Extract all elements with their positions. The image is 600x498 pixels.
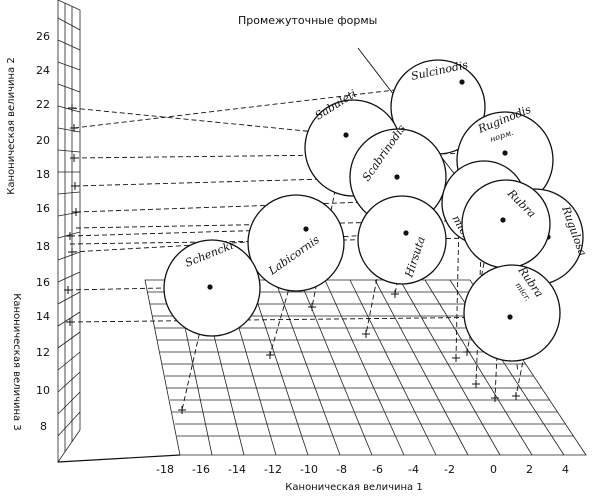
circle-rubra-micr (463, 264, 561, 362)
centroid-rubra-micr (507, 314, 513, 320)
floor-mark (512, 392, 520, 400)
wall-mark (68, 248, 76, 256)
floor-mark (491, 394, 499, 402)
floor-mark (266, 351, 274, 359)
z-axis-label: Каноническая величина 3 (11, 293, 22, 430)
y-tick: 26 (36, 30, 50, 43)
x-axis-ticks: -18 -16 -14 -12 -10 -8 -6 -4 -2 0 2 4 (156, 463, 569, 476)
base-line (57, 454, 181, 463)
y-tick: 16 (36, 202, 50, 215)
wall-mark (66, 318, 74, 326)
wall-mark (72, 208, 80, 216)
z-tick: 16 (36, 276, 50, 289)
x-tick: -10 (300, 463, 318, 476)
centroid-hirsuta (403, 230, 409, 236)
y-tick: 20 (36, 134, 50, 147)
floor-mark (308, 303, 316, 311)
centroid-labicornis (303, 226, 309, 232)
z-tick: 18 (36, 240, 50, 253)
y-axis-label: Каноническая величина 2 (6, 57, 17, 194)
wall-mark (68, 104, 76, 112)
x-tick: 4 (562, 463, 569, 476)
y-tick: 22 (36, 98, 50, 111)
group-sulcinodis: Sulcinodis (390, 58, 486, 155)
x-tick: 2 (526, 463, 533, 476)
centroid-scabrinodis (394, 174, 400, 180)
z-tick: 10 (36, 384, 50, 397)
x-tick: -16 (192, 463, 210, 476)
x-tick: 0 (490, 463, 497, 476)
centroid-sabuleti (343, 132, 349, 138)
circle-labicornis (247, 194, 345, 292)
x-tick: -18 (156, 463, 174, 476)
x-tick: -4 (408, 463, 419, 476)
centroid-sulcinodis (459, 79, 465, 85)
circle-hirsuta (357, 195, 447, 285)
z-axis-ticks: 18 16 14 12 10 8 (36, 240, 50, 433)
vertical-grid-frame (57, 0, 81, 464)
floor-mark (178, 406, 186, 414)
wall-mark (64, 286, 72, 294)
wall-mark (70, 124, 78, 132)
x-axis-label: Каноническая величина 1 (285, 482, 422, 493)
floor-mark (391, 290, 399, 298)
y-axis-ticks: 26 24 22 20 18 16 (36, 30, 50, 215)
y-tick: 18 (36, 168, 50, 181)
floor-mark (362, 330, 370, 338)
z-tick: 8 (40, 420, 47, 433)
floor-mark (472, 380, 480, 388)
vertical-grid (57, 0, 81, 464)
group-schencki: Schencki (163, 239, 261, 337)
floor-mark (463, 348, 471, 356)
centroid-ruginodis (502, 150, 508, 156)
annotation-intermediate: Промежуточные формы (238, 14, 377, 27)
x-tick: -2 (444, 463, 455, 476)
projection-marks (64, 104, 520, 414)
x-tick: -6 (372, 463, 383, 476)
centroid-rubra (500, 217, 506, 223)
y-tick: 24 (36, 64, 50, 77)
x-tick: -12 (264, 463, 282, 476)
group-labicornis: Labicornis (247, 194, 345, 292)
wall-mark (71, 182, 79, 190)
wall-mark (70, 154, 78, 162)
circle-rubra (461, 179, 551, 269)
z-tick: 14 (36, 310, 50, 323)
floor-mark (452, 354, 460, 362)
group-hirsuta: Hirsuta (357, 195, 447, 285)
z-tick: 12 (36, 346, 50, 359)
group-rubra-micr: Rubra micr. (463, 263, 561, 362)
floor-grid-frame (144, 279, 587, 456)
x-tick: -14 (228, 463, 246, 476)
centroid-schencki (207, 284, 213, 290)
x-tick: -8 (336, 463, 347, 476)
wall-mark (66, 232, 74, 240)
group-rubra: Rubra (461, 179, 551, 269)
